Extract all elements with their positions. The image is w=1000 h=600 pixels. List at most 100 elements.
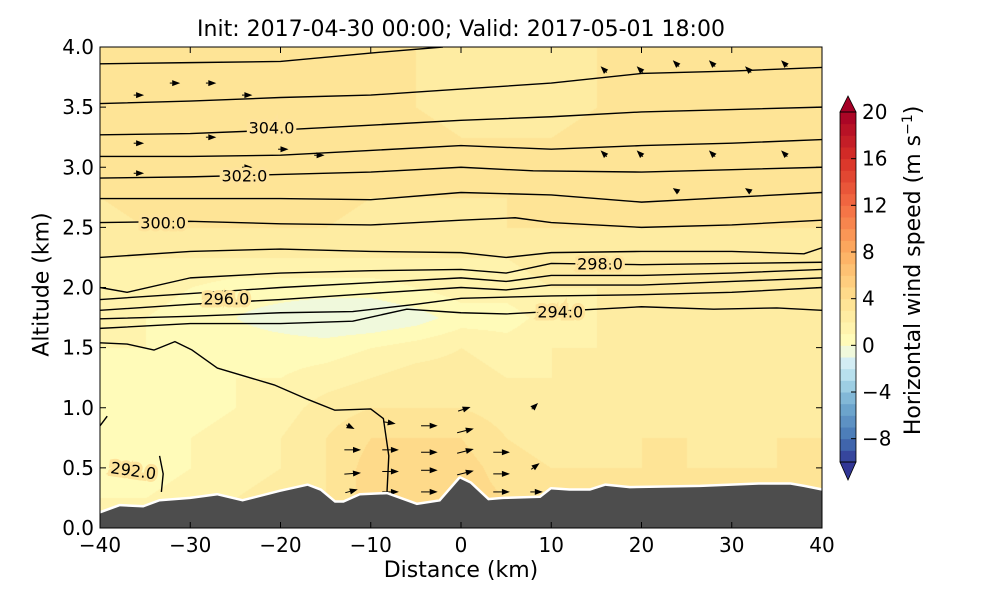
contour-label: 300.0 (140, 214, 186, 233)
theta-contour-296 (100, 277, 822, 312)
contour-label: 304.0 (249, 119, 295, 138)
wind-vector-head (136, 92, 145, 99)
wind-vector (421, 449, 438, 456)
colorbar-tick-label: 8 (862, 240, 875, 264)
wind-vector-head (429, 422, 438, 429)
wind-vector (382, 446, 399, 453)
theta-contour-293 (100, 340, 390, 492)
wind-vector-head (600, 150, 609, 159)
colorbar-segment (840, 252, 856, 265)
wind-vector-shaft (786, 155, 788, 158)
wind-vector-head (390, 468, 399, 475)
wind-vector-head (462, 406, 471, 413)
wind-vector-head (745, 188, 753, 195)
colorbar-segment (840, 205, 856, 218)
theta-contour-300 (100, 217, 822, 229)
wind-vector-head (429, 449, 438, 456)
colorbar-label-exponent: −1 (899, 114, 916, 135)
theta-contour-294 (100, 306, 822, 330)
wind-vector (345, 488, 358, 495)
wind-vector (278, 146, 289, 153)
wind-vector (493, 470, 510, 477)
wind-vector-head (465, 469, 474, 476)
y-tick-label: 2.5 (62, 215, 94, 239)
wind-vector-shaft (345, 490, 351, 494)
wind-vector-head (349, 488, 358, 495)
wind-vector-head (672, 188, 681, 195)
wind-vector-head (531, 463, 540, 471)
wind-vector-head (136, 170, 145, 177)
colorbar-extend-max (839, 95, 857, 113)
wind-vector (493, 449, 510, 456)
wind-vector-shaft (605, 71, 608, 73)
y-tick-label: 3.0 (62, 155, 94, 179)
x-axis-label: Distance (km) (383, 558, 539, 583)
wind-vector-head (387, 419, 396, 426)
wind-vector-head (244, 164, 253, 171)
x-tick-label: −30 (169, 533, 211, 557)
wind-vector-head (465, 448, 474, 454)
theta-contour-303 (100, 138, 822, 158)
wind-vector (346, 422, 355, 429)
wind-vector-shaft (346, 424, 348, 426)
wind-vector (745, 188, 753, 195)
wind-vector (205, 80, 217, 87)
contour-label: 296.0 (203, 289, 249, 308)
colorbar-segment (840, 182, 856, 195)
colorbar-segment (840, 147, 856, 160)
contour-label: 294.0 (537, 303, 583, 322)
colorbar-segment (840, 392, 856, 405)
wind-vector (530, 488, 543, 495)
wind-vector-head (352, 446, 361, 453)
wind-vector (636, 150, 645, 159)
wind-vector-shaft (750, 71, 752, 73)
y-tick-label: 0.0 (62, 516, 94, 540)
theta-contour-305 (100, 66, 822, 105)
wind-vector (457, 406, 471, 413)
theta-contour-295 (100, 286, 822, 320)
wind-vector-shaft (457, 430, 467, 434)
wind-vector-head (429, 467, 438, 474)
wind-vector (242, 92, 253, 99)
wind-vector-shaft (641, 155, 644, 158)
wind-vector-head (600, 66, 609, 74)
colorbar-tick-label: 20 (862, 100, 887, 124)
colorbar-segment (840, 240, 856, 253)
wind-vector-head (465, 427, 474, 434)
colorbar-segment (840, 333, 856, 346)
wind-vector-shaft (344, 473, 354, 475)
colorbar-segment (840, 158, 856, 171)
wind-vector (672, 60, 681, 68)
wind-vector (530, 463, 540, 471)
wind-vector (421, 422, 438, 429)
colorbar-label-end: ) (901, 105, 927, 115)
wind-vector-head (501, 470, 510, 477)
wind-vector (421, 488, 438, 495)
wind-vector-head (244, 92, 253, 99)
x-tick-label: 10 (539, 533, 564, 557)
wind-vector-head (390, 488, 399, 495)
colorbar-tick-label: 4 (862, 287, 875, 311)
colorbar-tick-label: 12 (862, 193, 887, 217)
colorbar-segment (840, 135, 856, 148)
colorbar-segment (840, 415, 856, 428)
wind-vector-head (280, 146, 289, 153)
colorbar-label: Horizontal wind speed (m s−1) (900, 106, 926, 436)
contour-label: 292.0 (109, 458, 157, 483)
x-tick-label: −10 (350, 533, 392, 557)
theta-contour-301 (100, 191, 822, 203)
wind-vector (169, 80, 181, 87)
colorbar-frame (839, 111, 857, 463)
wind-vector-shaft (530, 467, 534, 470)
wind-vector-head (346, 422, 355, 429)
contour-label: 302.0 (221, 167, 267, 186)
wind-vector-shaft (786, 65, 788, 67)
wind-vector (383, 419, 396, 426)
colorbar-tick-label: 0 (862, 333, 875, 357)
wind-vector (205, 134, 217, 141)
wind-vector-head (501, 488, 510, 495)
colorbar-segment (840, 345, 856, 358)
wind-vector (781, 60, 789, 68)
theta-contour-302 (100, 166, 822, 179)
wind-vector (133, 140, 145, 147)
